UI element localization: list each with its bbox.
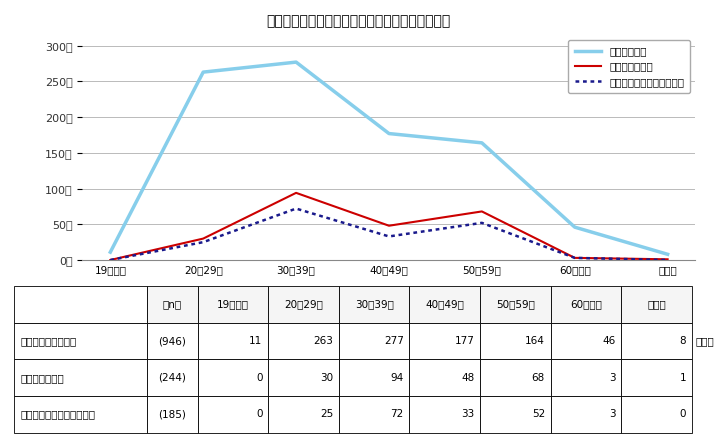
Bar: [409, 323, 480, 359]
Bar: [480, 286, 551, 323]
Bar: [551, 359, 622, 396]
Text: 177: 177: [455, 336, 475, 346]
Bar: [14, 323, 147, 359]
Bar: [409, 286, 480, 323]
Bar: [14, 396, 147, 433]
Text: 無回答: 無回答: [658, 265, 677, 275]
Text: オールナイト利用者: オールナイト利用者: [20, 336, 76, 346]
Bar: [268, 359, 339, 396]
Bar: [339, 359, 409, 396]
Bar: [480, 396, 551, 433]
Text: 40～49歳: 40～49歳: [425, 299, 464, 309]
Bar: [147, 359, 198, 396]
Text: 46: 46: [602, 336, 616, 346]
Text: 0: 0: [680, 409, 686, 420]
Bar: [198, 396, 268, 433]
Bar: [147, 323, 198, 359]
Bar: [622, 286, 692, 323]
Text: 19歳以下: 19歳以下: [217, 299, 249, 309]
Legend: オールナイト, うち住居喪失者, うち住居喪失不安定就労者: オールナイト, うち住居喪失者, うち住居喪失不安定就労者: [569, 40, 690, 93]
Bar: [339, 323, 409, 359]
Bar: [409, 396, 480, 433]
Text: （n）: （n）: [163, 299, 181, 309]
Bar: [339, 286, 409, 323]
Bar: [551, 396, 622, 433]
Text: 20～29歳: 20～29歳: [184, 265, 223, 275]
Text: （人）: （人）: [695, 336, 714, 346]
Text: 60歳以上: 60歳以上: [559, 265, 591, 275]
Bar: [339, 396, 409, 433]
Text: 【表５　住居喪失不安定就労者等の年齢別人数】: 【表５ 住居喪失不安定就労者等の年齢別人数】: [267, 14, 450, 28]
Text: 60歳以上: 60歳以上: [570, 299, 602, 309]
Bar: [480, 323, 551, 359]
Text: 30～39歳: 30～39歳: [355, 299, 394, 309]
Bar: [198, 286, 268, 323]
Text: 94: 94: [391, 373, 404, 383]
Bar: [409, 359, 480, 396]
Text: (185): (185): [158, 409, 186, 420]
Bar: [14, 359, 147, 396]
Text: 0: 0: [256, 373, 262, 383]
Text: 25: 25: [320, 409, 333, 420]
Text: 11: 11: [250, 336, 262, 346]
Text: 3: 3: [609, 409, 616, 420]
Bar: [622, 359, 692, 396]
Text: 277: 277: [384, 336, 404, 346]
Text: 52: 52: [532, 409, 545, 420]
Text: (244): (244): [158, 373, 186, 383]
Text: 40～49歳: 40～49歳: [369, 265, 409, 275]
Bar: [14, 286, 147, 323]
Bar: [268, 396, 339, 433]
Bar: [198, 323, 268, 359]
Bar: [480, 359, 551, 396]
Text: 8: 8: [680, 336, 686, 346]
Text: うち住居喪失不安定就労者: うち住居喪失不安定就労者: [20, 409, 95, 420]
Bar: [147, 286, 198, 323]
Bar: [147, 396, 198, 433]
Text: 263: 263: [313, 336, 333, 346]
Text: うち住居喪失者: うち住居喪失者: [20, 373, 64, 383]
Bar: [622, 396, 692, 433]
Text: 48: 48: [461, 373, 475, 383]
Text: 3: 3: [609, 373, 616, 383]
Bar: [268, 323, 339, 359]
Text: 72: 72: [391, 409, 404, 420]
Text: 50～59歳: 50～59歳: [496, 299, 535, 309]
Text: 無回答: 無回答: [647, 299, 666, 309]
Text: 19歳以下: 19歳以下: [95, 265, 126, 275]
Text: 0: 0: [256, 409, 262, 420]
Text: 33: 33: [461, 409, 475, 420]
Text: 30: 30: [320, 373, 333, 383]
Bar: [551, 323, 622, 359]
Text: 20～29歳: 20～29歳: [284, 299, 323, 309]
Text: (946): (946): [158, 336, 186, 346]
Bar: [268, 286, 339, 323]
Bar: [551, 286, 622, 323]
Bar: [198, 359, 268, 396]
Text: 50～59歳: 50～59歳: [462, 265, 501, 275]
Text: 164: 164: [525, 336, 545, 346]
Bar: [622, 323, 692, 359]
Text: 68: 68: [532, 373, 545, 383]
Text: 30～39歳: 30～39歳: [277, 265, 315, 275]
Text: 1: 1: [680, 373, 686, 383]
